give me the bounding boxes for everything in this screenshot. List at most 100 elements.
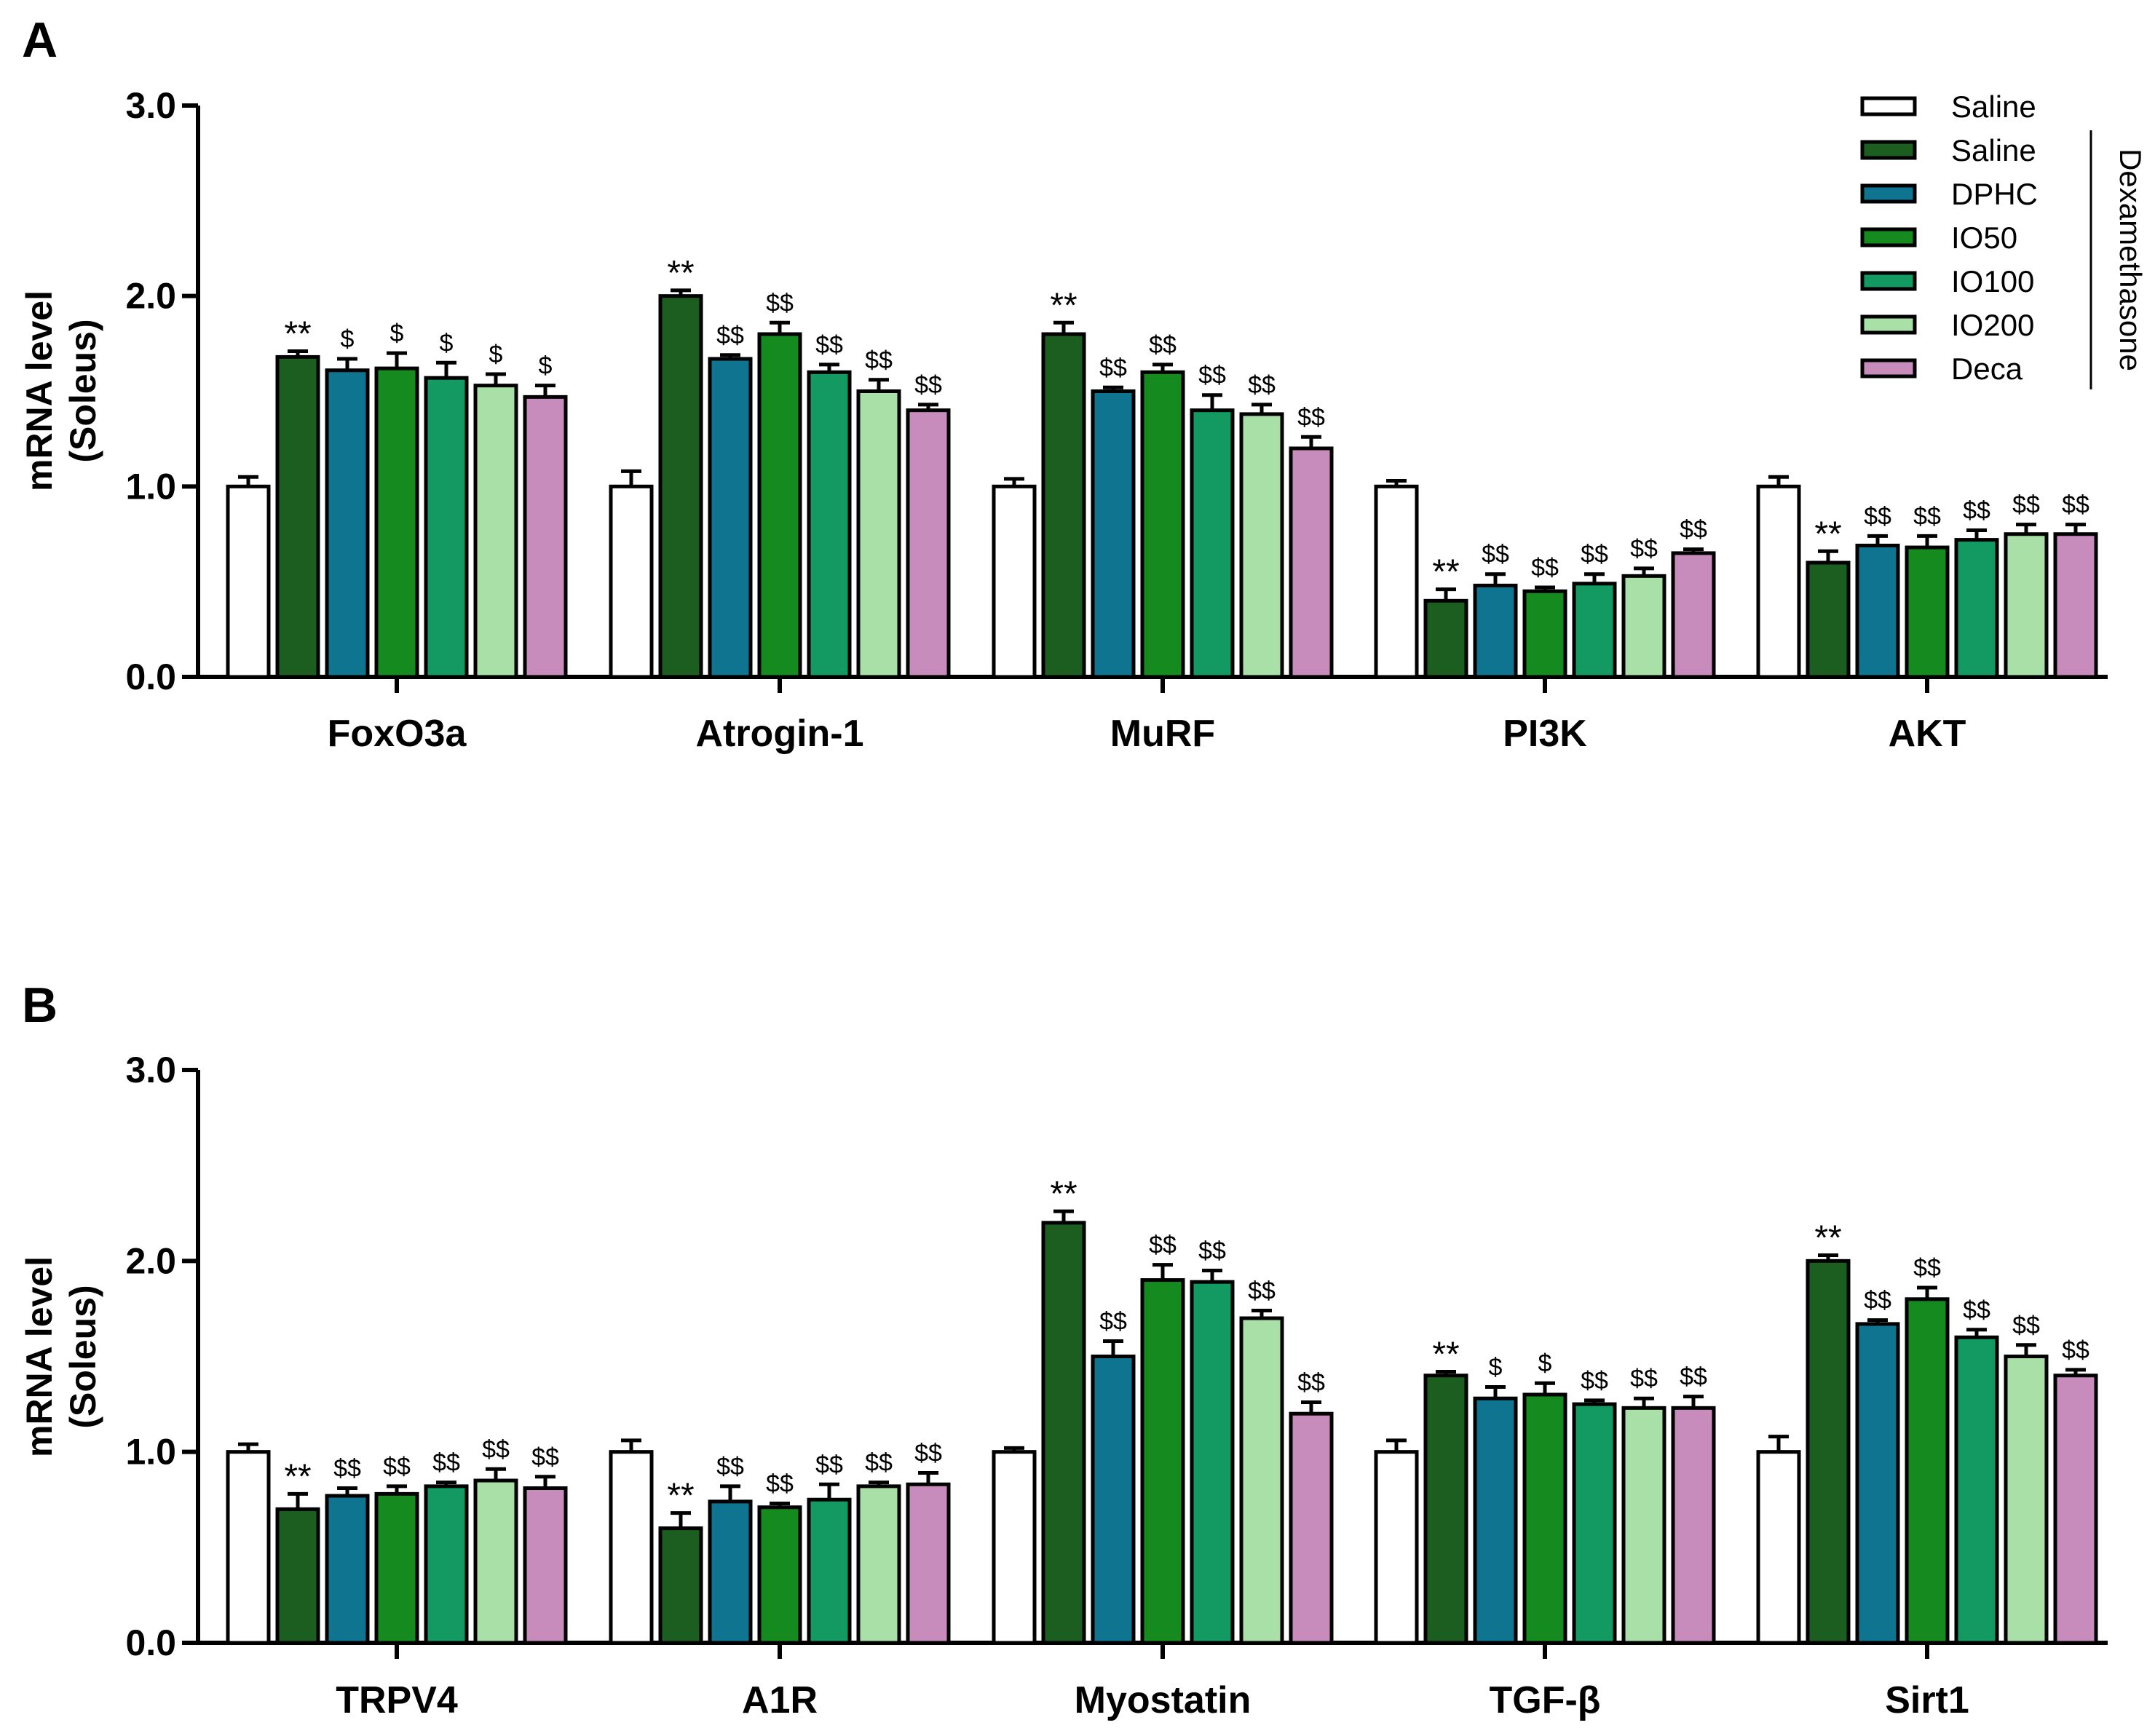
bar <box>856 1484 901 1645</box>
significance-label: ** <box>667 254 694 293</box>
bar <box>523 1486 568 1645</box>
bar <box>2053 1374 2098 1645</box>
legend-label: IO100 <box>1951 264 2034 298</box>
bar <box>1756 1450 1801 1645</box>
significance-label: $$ <box>1581 1367 1608 1395</box>
bar <box>609 484 654 679</box>
y-tick-label: 1.0 <box>125 466 176 507</box>
bar <box>708 1499 753 1645</box>
x-category-label: TGF-β <box>1489 1679 1600 1721</box>
legend-swatch <box>1860 227 1917 247</box>
significance-label: $$ <box>1198 362 1226 389</box>
y-axis-label-line: (Soleus) <box>63 319 103 462</box>
y-axis-label: mRNA level(Soleus) <box>19 290 103 491</box>
bar <box>1473 583 1518 679</box>
x-category-label: Atrogin-1 <box>695 713 863 755</box>
significance-label: $ <box>390 320 404 347</box>
significance-label: $$ <box>815 1451 843 1478</box>
significance-label: $$ <box>333 1455 361 1483</box>
x-category-label: TRPV4 <box>336 1679 458 1721</box>
significance-label: $$ <box>1680 1363 1707 1391</box>
bar <box>1806 560 1851 679</box>
bar <box>1756 484 1801 679</box>
significance-label: $$ <box>1099 1308 1127 1336</box>
x-category-label: Myostatin <box>1075 1679 1252 1721</box>
y-axis-label-line: mRNA level <box>19 290 60 491</box>
significance-label: $$ <box>1531 554 1559 582</box>
bar <box>1091 389 1136 679</box>
legend-swatch <box>1860 358 1917 378</box>
legend-label: Deca <box>1951 352 2023 386</box>
significance-label: ** <box>1050 1175 1077 1213</box>
y-tick-label: 3.0 <box>125 1050 176 1090</box>
bar <box>1289 446 1334 679</box>
x-category-label: FoxO3a <box>328 713 467 755</box>
bar <box>1572 1402 1617 1645</box>
bar <box>1041 1221 1086 1645</box>
bar <box>757 332 802 679</box>
significance-label: ** <box>1814 1218 1841 1257</box>
significance-label: $$ <box>716 322 744 349</box>
significance-label: ** <box>667 1477 694 1515</box>
bar <box>473 1478 518 1645</box>
bar <box>1621 1406 1666 1645</box>
bar <box>275 354 320 679</box>
x-category-label: Sirt1 <box>1885 1679 1969 1721</box>
bar <box>1239 1316 1284 1645</box>
significance-label: $$ <box>766 289 794 317</box>
significance-label: ** <box>1432 553 1459 592</box>
bar <box>1671 551 1716 679</box>
bar <box>1091 1355 1136 1645</box>
bar <box>473 384 518 679</box>
significance-label: $$ <box>1297 403 1325 431</box>
legend-swatch <box>1860 140 1917 160</box>
significance-label: $ <box>1489 1353 1503 1381</box>
significance-label: $$ <box>865 346 893 374</box>
legend: Saline Saline DPHC IO50 IO100 IO200 Deca Dexame… <box>1860 90 2148 389</box>
bar <box>374 1491 419 1645</box>
bar <box>325 368 370 679</box>
y-tick-label: 3.0 <box>125 85 176 126</box>
significance-label: $$ <box>2062 1336 2089 1364</box>
bar <box>1239 412 1284 679</box>
significance-label: $$ <box>914 371 942 399</box>
legend-label: Saline <box>1951 90 2036 124</box>
significance-label: $$ <box>1630 1365 1658 1392</box>
panel-letter: A <box>22 12 58 68</box>
y-axis-label: mRNA level(Soleus) <box>19 1256 103 1457</box>
y-axis-label-line: (Soleus) <box>63 1285 103 1428</box>
bar <box>2053 532 2098 679</box>
bar <box>325 1494 370 1645</box>
significance-label: $$ <box>1630 535 1658 563</box>
bar <box>992 484 1037 679</box>
significance-label: $$ <box>1864 1287 1891 1315</box>
bar <box>1954 1335 1999 1645</box>
bar <box>1473 1396 1518 1645</box>
significance-label: $$ <box>1198 1237 1226 1264</box>
bar <box>226 484 271 679</box>
bar <box>906 1482 951 1645</box>
bar <box>906 408 951 679</box>
significance-label: $$ <box>1248 1277 1276 1305</box>
bar <box>1190 1280 1235 1645</box>
significance-label: $$ <box>1099 354 1127 381</box>
legend-swatch <box>1860 271 1917 291</box>
significance-label: ** <box>1432 1335 1459 1374</box>
significance-label: $$ <box>482 1435 510 1463</box>
significance-label: $$ <box>2012 491 2040 519</box>
y-tick-label: 2.0 <box>125 1240 176 1281</box>
significance-label: $$ <box>531 1443 559 1471</box>
significance-label: ** <box>284 1457 311 1496</box>
significance-label: $$ <box>865 1449 893 1477</box>
legend-swatch <box>1860 96 1917 116</box>
significance-label: $$ <box>1864 502 1891 530</box>
x-category-label: AKT <box>1889 713 1966 755</box>
x-category-label: PI3K <box>1503 713 1587 755</box>
significance-label: $$ <box>432 1449 460 1477</box>
bar <box>424 376 469 679</box>
bar <box>807 370 852 679</box>
y-tick-label: 2.0 <box>125 276 176 317</box>
